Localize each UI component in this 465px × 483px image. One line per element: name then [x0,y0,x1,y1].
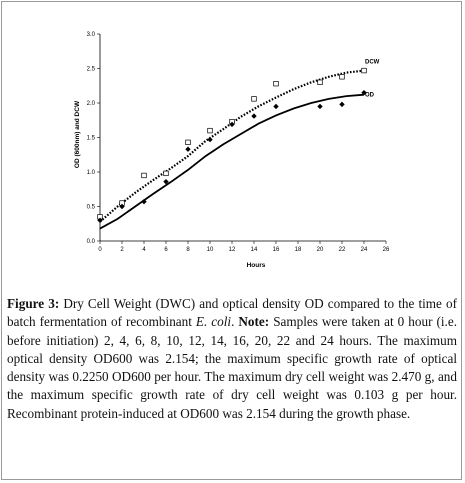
x-axis-title: Hours [247,262,266,269]
x-tick-label: 20 [317,247,324,253]
fit-curve-od [99,93,365,230]
point-dcw [339,74,345,80]
point-dcw [185,139,191,145]
figure-caption: Figure 3: Dry Cell Weight (DWC) and opti… [7,295,457,423]
x-tick-label: 12 [229,247,236,253]
x-tick-label: 2 [120,247,124,253]
y-axis-title: OD (600nm) and DCW [74,100,81,168]
point-od [229,121,235,128]
x-tick-label: 8 [186,247,190,253]
point-dcw [251,96,257,102]
x-tick-label: 14 [251,247,258,253]
caption-label: Figure 3: [7,296,60,311]
series-label-od: OD [365,93,375,99]
point-od [273,103,279,110]
fit-curves [99,69,365,230]
point-od [251,113,257,119]
x-tick-label: 0 [98,247,102,253]
x-tick-label: 18 [295,247,302,253]
x-tick-label: 22 [339,247,346,253]
x-tick-label: 24 [361,247,368,253]
data-points [97,67,367,223]
caption-text-3: Samples were taken at 0 hour (i.e. befor… [7,314,457,421]
point-dcw [207,127,213,134]
point-dcw [361,67,367,74]
point-od [97,217,103,223]
point-dcw [273,81,279,87]
point-dcw [163,170,169,177]
point-dcw [141,172,147,179]
point-od [185,146,191,152]
point-od [163,178,169,185]
caption-note-label: Note: [238,314,270,330]
x-tick-label: 10 [207,247,214,253]
y-tick-label: 0.0 [87,239,96,245]
x-tick-label: 4 [142,247,146,253]
x-tick-label: 26 [383,247,390,253]
caption-text-2: . [231,314,239,330]
point-od [317,103,323,110]
y-tick-label: 1.0 [87,170,96,176]
caption-text-1: Dry Cell Weight (DWC) and optical densit… [7,296,457,330]
y-tick-label: 0.5 [87,205,96,211]
y-tick-label: 3.0 [87,32,96,38]
point-dcw [317,79,323,85]
y-tick-label: 1.5 [87,136,96,142]
axes [97,33,387,244]
point-od [361,89,367,96]
fit-curve-dcw [99,69,365,223]
series-label-dcw: DCW [365,60,380,66]
point-od [119,203,125,210]
x-tick-label: 16 [273,247,280,253]
point-od [141,198,147,205]
x-tick-label: 6 [164,247,168,253]
growth-chart: 0 2 4 6 8 10 12 14 16 18 20 22 24 260.00.51.01.52.02.… [74,32,390,269]
y-tick-label: 2.5 [87,67,96,73]
caption-organism: E. coli [195,314,232,330]
axis-labels: 0 2 4 6 8 10 12 14 16 18 20 22 24 260.00.51.01.52.02.… [74,32,390,269]
y-tick-label: 2.0 [87,101,96,107]
point-od [339,101,345,108]
point-od [207,136,213,143]
